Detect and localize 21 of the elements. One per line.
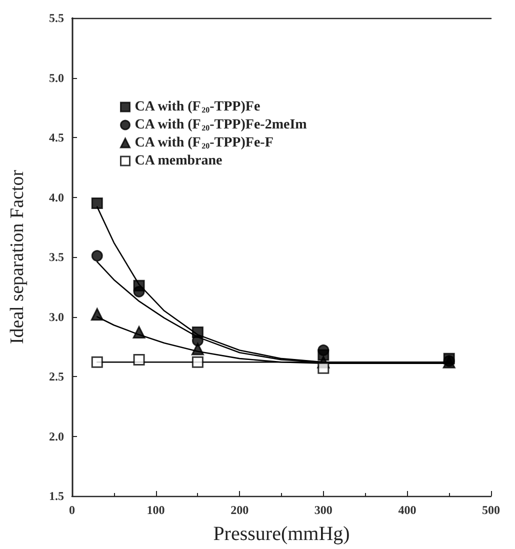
y-tick-label: 4.5 [49,130,64,144]
y-tick-label: 1.5 [49,489,64,503]
y-tick-label: 5.0 [49,70,64,85]
x-tick-label: 0 [69,503,75,517]
x-axis-title: Pressure(mmHg) [213,523,350,545]
legend-label: CA membrane [134,154,222,168]
y-axis-title: Ideal separation Factor [7,169,28,344]
x-tick-label: 400 [398,503,416,517]
x-tick-label: 200 [230,503,249,517]
y-tick-label: 4.0 [49,190,64,204]
x-tick-label: 300 [314,503,332,517]
x-tick-label: 500 [482,503,500,517]
y-tick-label: 5.5 [49,11,64,25]
x-tick-label: 100 [146,503,165,517]
legend-label: CA with (F20-TPP)Fe-F [134,136,274,150]
y-tick-label: 3.5 [49,250,64,264]
y-tick-label: 2.5 [49,370,64,384]
y-tick-label: 3.0 [49,310,64,324]
y-tick-label: 2.0 [49,429,64,444]
legend-label: CA with (F20-TPP)Fe [134,100,260,114]
legend-label: CA with (F20-TPP)Fe-2meIm [134,118,308,132]
